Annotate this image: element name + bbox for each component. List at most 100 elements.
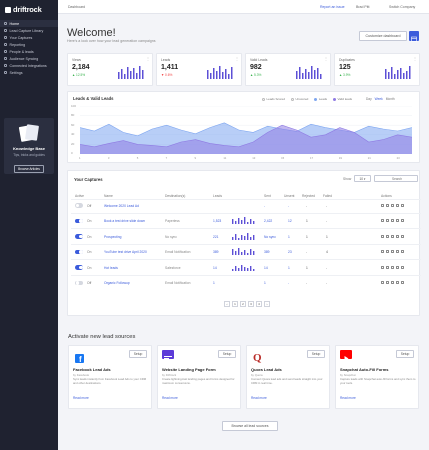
- captures-search-input[interactable]: [374, 175, 418, 182]
- edit-icon[interactable]: [386, 203, 389, 207]
- legend-item[interactable]: Leads: [314, 97, 327, 101]
- range-week[interactable]: Week: [374, 97, 383, 101]
- range-month[interactable]: Month: [385, 97, 395, 101]
- kebab-menu-icon[interactable]: ⋮: [324, 56, 328, 61]
- leads-count[interactable]: 14: [213, 265, 217, 270]
- active-toggle[interactable]: [75, 218, 83, 223]
- unsent-count[interactable]: 1: [288, 265, 290, 270]
- kebab-menu-icon[interactable]: ⋮: [413, 56, 417, 61]
- sent-count[interactable]: 14: [264, 265, 268, 270]
- capture-name-link[interactable]: YouTube test drive April 2020: [104, 250, 147, 254]
- setup-button[interactable]: Setup: [129, 350, 147, 358]
- range-day[interactable]: Day: [366, 97, 372, 101]
- sidebar-item-settings[interactable]: Settings: [0, 69, 58, 76]
- active-toggle[interactable]: [75, 249, 83, 254]
- col-sent[interactable]: Sent: [264, 194, 271, 198]
- customize-dashboard-button[interactable]: Customize dashboard: [359, 31, 407, 41]
- active-toggle[interactable]: [75, 265, 83, 270]
- edit-icon[interactable]: [386, 281, 389, 284]
- read-more-link[interactable]: Read more: [340, 396, 356, 400]
- page-3[interactable]: 3: [248, 301, 254, 307]
- leads-count[interactable]: 1: [213, 281, 215, 285]
- page-next[interactable]: ›: [264, 301, 270, 307]
- leads-count[interactable]: 221: [213, 234, 219, 239]
- read-more-link[interactable]: Read more: [73, 396, 89, 400]
- switch-company-menu[interactable]: Switch Company: [389, 5, 416, 9]
- sidebar-item-home[interactable]: Home: [0, 20, 58, 27]
- capture-name-link[interactable]: Welcome 2020 Lead Ad: [104, 203, 139, 208]
- delete-icon[interactable]: [401, 281, 404, 284]
- view-icon[interactable]: [391, 219, 394, 222]
- show-count-select[interactable]: 10 ▾: [354, 175, 371, 182]
- link-icon[interactable]: [396, 250, 399, 253]
- col-unsent[interactable]: Unsent: [284, 194, 295, 198]
- col-failed[interactable]: Failed: [323, 194, 332, 198]
- capture-name-link[interactable]: Book a test drive slide down: [104, 219, 146, 223]
- leads-count[interactable]: 1,523: [213, 219, 222, 223]
- user-menu[interactable]: Brad Pitt: [356, 5, 370, 9]
- view-icon[interactable]: [391, 203, 394, 207]
- copy-icon[interactable]: [381, 265, 384, 269]
- active-toggle[interactable]: [75, 280, 83, 285]
- unsent-count[interactable]: 12: [288, 219, 292, 223]
- report-issue-link[interactable]: Report an issue: [320, 5, 345, 9]
- col-destination[interactable]: Destination(s): [165, 194, 186, 198]
- legend-item[interactable]: Leads Scored: [262, 97, 285, 101]
- capture-name-link[interactable]: Organic Followup: [104, 281, 130, 285]
- link-icon[interactable]: [396, 265, 399, 269]
- sidebar-item-people-leads[interactable]: People & leads: [0, 48, 58, 55]
- copy-icon[interactable]: [381, 203, 384, 207]
- legend-item[interactable]: Unscored: [291, 97, 308, 101]
- logo[interactable]: driftrock: [5, 5, 42, 14]
- page-4[interactable]: 4: [256, 301, 262, 307]
- edit-icon[interactable]: [386, 234, 389, 238]
- sidebar-item-reporting[interactable]: Reporting: [0, 41, 58, 48]
- delete-icon[interactable]: [401, 203, 404, 207]
- col-rejected[interactable]: Rejected: [302, 194, 316, 198]
- sent-count[interactable]: 389: [264, 250, 270, 254]
- capture-name-link[interactable]: Prospecting: [104, 234, 122, 239]
- sidebar-item-your-captures[interactable]: Your Captures: [0, 34, 58, 41]
- sidebar-item-audience-syncing[interactable]: Audience Syncing: [0, 55, 58, 62]
- leads-count[interactable]: 389: [213, 250, 219, 254]
- read-more-link[interactable]: Read more: [251, 396, 267, 400]
- col-name[interactable]: Name: [104, 194, 113, 198]
- legend-item[interactable]: Valid leads: [333, 97, 352, 101]
- view-icon[interactable]: [391, 234, 394, 238]
- calendar-button[interactable]: [409, 31, 419, 42]
- delete-icon[interactable]: [401, 250, 404, 253]
- sidebar-item-lead-capture-library[interactable]: Lead Capture Library: [0, 27, 58, 34]
- browse-lead-sources-button[interactable]: Browse all lead sources: [222, 421, 278, 431]
- col-leads[interactable]: Leads: [213, 194, 222, 198]
- unsent-count[interactable]: 1: [288, 234, 290, 239]
- kebab-menu-icon[interactable]: ⋮: [146, 56, 150, 61]
- copy-icon[interactable]: [381, 234, 384, 238]
- copy-icon[interactable]: [381, 250, 384, 253]
- setup-button[interactable]: Setup: [307, 350, 325, 358]
- unsent-count[interactable]: 23: [288, 250, 292, 254]
- page-1[interactable]: 1: [232, 301, 238, 307]
- sent-count[interactable]: -: [264, 203, 266, 208]
- setup-button[interactable]: Setup: [218, 350, 236, 358]
- edit-icon[interactable]: [386, 219, 389, 222]
- setup-button[interactable]: Setup: [396, 350, 414, 358]
- active-toggle[interactable]: [75, 203, 83, 208]
- browse-articles-button[interactable]: Browse Articles: [14, 164, 44, 173]
- view-icon[interactable]: [391, 281, 394, 284]
- link-icon[interactable]: [396, 281, 399, 284]
- page-2[interactable]: 2: [240, 301, 246, 307]
- link-icon[interactable]: [396, 203, 399, 207]
- page-prev[interactable]: ‹: [224, 301, 230, 307]
- view-icon[interactable]: [391, 250, 394, 253]
- col-active[interactable]: Active: [75, 194, 84, 198]
- copy-icon[interactable]: [381, 219, 384, 222]
- kebab-menu-icon[interactable]: ⋮: [235, 56, 239, 61]
- link-icon[interactable]: [396, 219, 399, 222]
- sent-count[interactable]: 1: [264, 281, 266, 285]
- sent-count[interactable]: 2,422: [264, 219, 273, 223]
- read-more-link[interactable]: Read more: [162, 396, 178, 400]
- copy-icon[interactable]: [381, 281, 384, 284]
- sent-count[interactable]: No sync: [264, 234, 276, 239]
- view-icon[interactable]: [391, 265, 394, 269]
- delete-icon[interactable]: [401, 234, 404, 238]
